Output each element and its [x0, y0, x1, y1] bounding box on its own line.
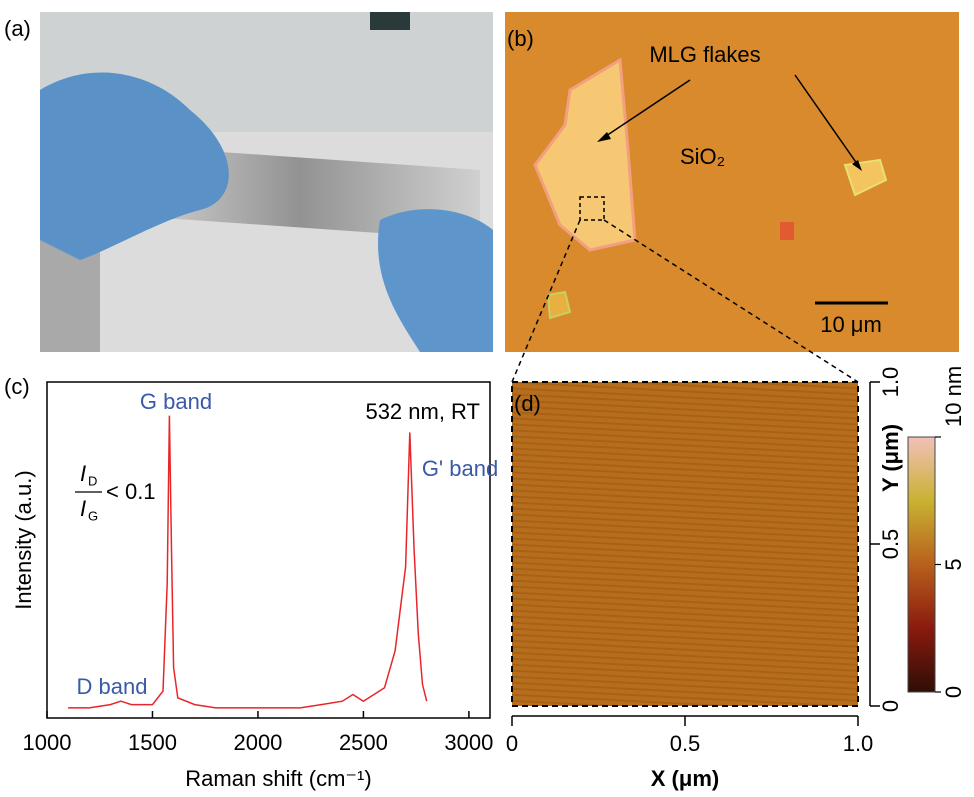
x-tick-label: 2000 — [233, 730, 282, 755]
x-tick-label: 1.0 — [843, 731, 874, 756]
annotation: 532 nm, RT — [365, 399, 480, 424]
colorbar-tick-label: 10 nm — [941, 366, 966, 427]
panel-label: (a) — [4, 16, 31, 41]
panel-label: (b) — [507, 26, 534, 51]
ratio-num: I — [80, 461, 86, 486]
y-tick-label: 0.5 — [878, 529, 903, 560]
afm-image — [512, 382, 858, 706]
colorbar-tick-label: 5 — [941, 558, 966, 570]
x-tick-label: 3000 — [444, 730, 493, 755]
plot-frame — [46, 381, 491, 719]
x-tick-label: 0.5 — [670, 731, 701, 756]
x-tick-label: 0 — [506, 731, 518, 756]
photo-b — [505, 12, 959, 383]
ratio-sub: D — [88, 473, 97, 488]
x-tick-label: 1500 — [128, 730, 177, 755]
annotation: G' band — [422, 456, 498, 481]
x-tick-label: 2500 — [339, 730, 388, 755]
ratio-sub: G — [88, 508, 98, 523]
y-tick-label: 0 — [878, 700, 903, 712]
flakes-label: MLG flakes — [649, 42, 760, 67]
colorbar — [907, 436, 936, 693]
y-tick-label: 1.0 — [878, 367, 903, 398]
spectrum-line — [68, 415, 428, 709]
scale-bar-label: 10 μm — [820, 312, 882, 337]
x-axis-label: X (μm) — [651, 766, 719, 791]
panel-label: (c) — [4, 374, 30, 399]
annotation: G band — [140, 389, 212, 414]
x-tick-label: 1000 — [23, 730, 72, 755]
y-axis-label: Intensity (a.u.) — [11, 470, 36, 609]
annotation: D band — [77, 674, 148, 699]
panel-label: (d) — [514, 391, 541, 416]
ratio-rel: < 0.1 — [106, 479, 156, 504]
ratio-den: I — [80, 496, 86, 521]
x-axis-label: Raman shift (cm⁻¹) — [185, 766, 371, 791]
substrate-label: SiO₂ — [680, 144, 725, 169]
afm-frame — [511, 381, 859, 707]
y-axis-label: Y (μm) — [878, 424, 903, 492]
photo-a — [40, 12, 493, 352]
colorbar-tick-label: 0 — [941, 686, 966, 698]
